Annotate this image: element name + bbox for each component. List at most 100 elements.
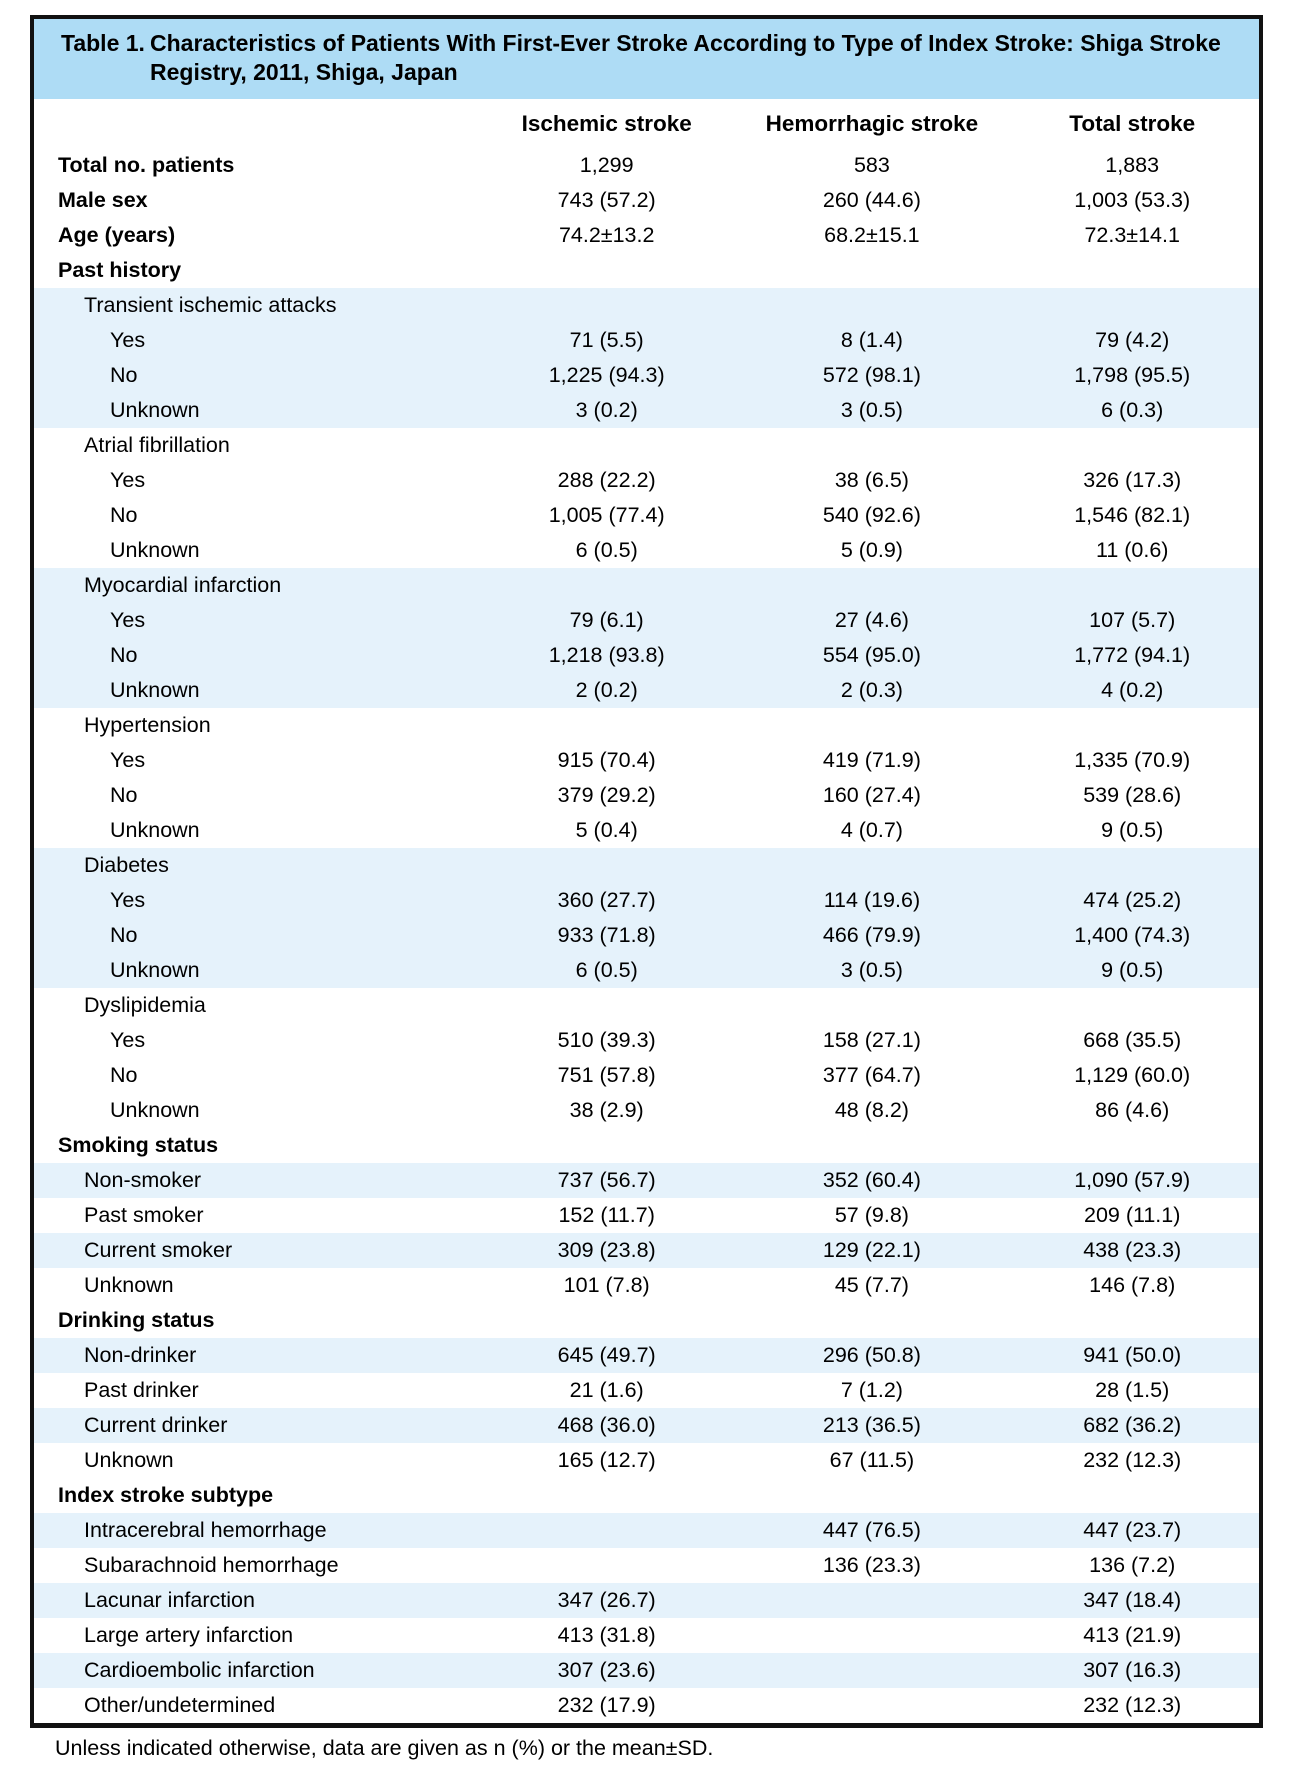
cell-value: 74.2±13.2 <box>558 223 655 247</box>
table-title-line1: Characteristics of Patients With First-E… <box>150 30 1221 56</box>
cell-value: 146 (7.8) <box>1089 1273 1176 1297</box>
table-row: Smoking status <box>34 1128 1259 1163</box>
row-label: Diabetes <box>84 853 169 877</box>
table-row: Yes 915 (70.4) 419 (71.9) 1,335 (70.9) <box>34 743 1259 778</box>
cell-value: 737 (56.7) <box>557 1168 656 1192</box>
cell-value: 413 (31.8) <box>557 1623 656 1647</box>
table-row: Yes 79 (6.1) 27 (4.6) 107 (5.7) <box>34 603 1259 638</box>
cell-value: 129 (22.1) <box>822 1238 921 1262</box>
cell-value: 6 (0.3) <box>1101 398 1164 422</box>
row-label: No <box>110 923 138 947</box>
cell-value: 468 (36.0) <box>557 1413 656 1437</box>
cell-value: 466 (79.9) <box>822 923 921 947</box>
table-row: Hypertension <box>34 708 1259 743</box>
row-label: Intracerebral hemorrhage <box>84 1518 327 1542</box>
row-label: Age (years) <box>58 223 176 247</box>
cell-value: 8 (1.4) <box>840 328 903 352</box>
table-row: Past drinker 21 (1.6) 7 (1.2) 28 (1.5) <box>34 1373 1259 1408</box>
cell-value: 72.3±14.1 <box>1084 223 1180 247</box>
column-header-total: Total stroke <box>1069 110 1196 136</box>
row-label: Yes <box>110 328 146 352</box>
cell-value: 447 (76.5) <box>822 1518 921 1542</box>
table-row: Age (years) 74.2±13.2 68.2±15.1 72.3±14.1 <box>34 218 1259 253</box>
column-header-hemorrhagic: Hemorrhagic stroke <box>765 110 979 136</box>
cell-value: 326 (17.3) <box>1083 468 1182 492</box>
table-rows: Total no. patients 1,299 583 1,883 Male sex 7… <box>34 148 1259 1723</box>
cell-value: 1,883 <box>1105 153 1160 177</box>
cell-value: 107 (5.7) <box>1089 608 1176 632</box>
table-title-line2: Registry, 2011, Shiga, Japan <box>150 59 458 85</box>
cell-value: 572 (98.1) <box>822 363 921 387</box>
cell-value: 38 (6.5) <box>834 468 909 492</box>
cell-value: 288 (22.2) <box>557 468 656 492</box>
table-row: Unknown 2 (0.2) 2 (0.3) 4 (0.2) <box>34 673 1259 708</box>
table-row: Yes 288 (22.2) 38 (6.5) 326 (17.3) <box>34 463 1259 498</box>
table-row: Other/undetermined 232 (17.9) 232 (12.3) <box>34 1688 1259 1723</box>
cell-value: 21 (1.6) <box>569 1378 644 1402</box>
column-header-ischemic: Ischemic stroke <box>521 110 692 136</box>
cell-value: 3 (0.5) <box>840 398 903 422</box>
row-label: Past drinker <box>84 1378 199 1402</box>
cell-value: 67 (11.5) <box>829 1448 915 1472</box>
row-label: Hypertension <box>84 713 211 737</box>
cell-value: 1,005 (77.4) <box>548 503 665 527</box>
cell-value: 474 (25.2) <box>1083 888 1182 912</box>
cell-value: 45 (7.7) <box>834 1273 909 1297</box>
cell-value: 4 (0.7) <box>840 818 903 842</box>
row-label: Atrial fibrillation <box>84 433 230 457</box>
row-label: Transient ischemic attacks <box>84 293 337 317</box>
cell-value: 232 (12.3) <box>1083 1693 1182 1717</box>
row-label: Yes <box>110 1028 146 1052</box>
cell-value: 158 (27.1) <box>822 1028 921 1052</box>
table-row: Dyslipidemia <box>34 988 1259 1023</box>
cell-value: 6 (0.5) <box>575 958 638 982</box>
cell-value: 209 (11.1) <box>1083 1203 1181 1227</box>
row-label: Myocardial infarction <box>84 573 282 597</box>
table-row: Lacunar infarction 347 (26.7) 347 (18.4) <box>34 1583 1259 1618</box>
cell-value: 751 (57.8) <box>557 1063 656 1087</box>
table-row: Transient ischemic attacks <box>34 288 1259 323</box>
row-label: Cardioembolic infarction <box>84 1658 315 1682</box>
cell-value: 645 (49.7) <box>557 1343 656 1367</box>
cell-value: 933 (71.8) <box>557 923 656 947</box>
cell-value: 539 (28.6) <box>1083 783 1182 807</box>
cell-value: 136 (23.3) <box>822 1553 921 1577</box>
cell-value: 3 (0.5) <box>840 958 903 982</box>
cell-value: 152 (11.7) <box>558 1203 655 1227</box>
cell-value: 57 (9.8) <box>834 1203 909 1227</box>
row-label: Large artery infarction <box>84 1623 294 1647</box>
row-label: Past history <box>58 258 182 282</box>
cell-value: 1,546 (82.1) <box>1074 503 1191 527</box>
row-label: Subarachnoid hemorrhage <box>84 1553 339 1577</box>
table-row: Past history <box>34 253 1259 288</box>
cell-value: 27 (4.6) <box>834 608 909 632</box>
row-label: No <box>110 363 138 387</box>
table-row: No 1,005 (77.4) 540 (92.6) 1,546 (82.1) <box>34 498 1259 533</box>
cell-value: 1,798 (95.5) <box>1074 363 1191 387</box>
table-row: Unknown 165 (12.7) 67 (11.5) 232 (12.3) <box>34 1443 1259 1478</box>
table-row: Unknown 38 (2.9) 48 (8.2) 86 (4.6) <box>34 1093 1259 1128</box>
row-label: Unknown <box>110 818 200 842</box>
cell-value: 379 (29.2) <box>557 783 656 807</box>
cell-value: 9 (0.5) <box>1101 958 1164 982</box>
cell-value: 2 (0.3) <box>840 678 903 702</box>
row-label: No <box>110 503 138 527</box>
cell-value: 1,003 (53.3) <box>1074 188 1191 212</box>
cell-value: 682 (36.2) <box>1083 1413 1182 1437</box>
cell-value: 7 (1.2) <box>840 1378 903 1402</box>
cell-value: 307 (23.6) <box>557 1658 656 1682</box>
table-row: Current smoker 309 (23.8) 129 (22.1) 438 (2… <box>34 1233 1259 1268</box>
row-label: Total no. patients <box>58 153 235 177</box>
table-row: Unknown 6 (0.5) 5 (0.9) 11 (0.6) <box>34 533 1259 568</box>
cell-value: 1,772 (94.1) <box>1074 643 1191 667</box>
cell-value: 447 (23.7) <box>1083 1518 1182 1542</box>
cell-value: 413 (21.9) <box>1083 1623 1182 1647</box>
table-row: Large artery infarction 413 (31.8) 413 (21… <box>34 1618 1259 1653</box>
table-row: Diabetes <box>34 848 1259 883</box>
cell-value: 419 (71.9) <box>822 748 921 772</box>
row-label: No <box>110 783 138 807</box>
table-row: No 933 (71.8) 466 (79.9) 1,400 (74.3) <box>34 918 1259 953</box>
cell-value: 347 (18.4) <box>1083 1588 1182 1612</box>
table-row: Cardioembolic infarction 307 (23.6) 307 (1… <box>34 1653 1259 1688</box>
cell-value: 743 (57.2) <box>557 188 656 212</box>
